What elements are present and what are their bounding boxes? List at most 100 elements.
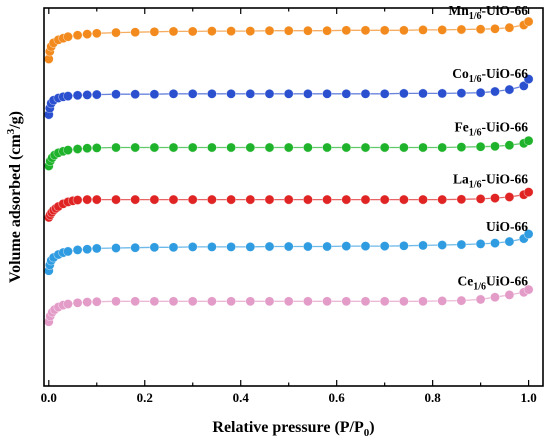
data-point: [168, 26, 179, 37]
data-point: [149, 142, 160, 153]
data-point: [130, 194, 141, 205]
data-point: [245, 142, 256, 153]
data-point: [490, 238, 500, 248]
data-point: [398, 194, 409, 205]
data-point: [523, 187, 534, 197]
data-point: [264, 88, 275, 99]
data-point: [264, 194, 275, 205]
data-point: [82, 194, 93, 205]
data-point: [360, 241, 371, 251]
data-point: [418, 88, 428, 99]
data-point: [130, 296, 141, 307]
data-point: [130, 27, 141, 38]
data-point: [264, 142, 275, 153]
data-point: [130, 242, 141, 253]
data-point: [379, 296, 390, 307]
data-point: [302, 25, 313, 36]
data-point: [437, 142, 448, 153]
data-point: [437, 24, 448, 35]
data-point: [504, 22, 515, 33]
data-point: [72, 195, 83, 205]
data-point: [168, 242, 179, 253]
data-point: [168, 142, 179, 153]
data-point: [418, 296, 428, 307]
data-point: [63, 145, 73, 155]
series-label: Ce1/6UiO-66: [457, 273, 528, 292]
data-point: [456, 142, 467, 152]
data-point: [504, 236, 515, 247]
series-fe1-6-uio-66: [43, 135, 534, 171]
data-point: [379, 142, 390, 153]
data-point: [264, 25, 275, 36]
data-point: [82, 29, 93, 39]
data-point: [398, 296, 409, 307]
data-point: [322, 88, 332, 99]
data-point: [63, 31, 73, 42]
data-point: [91, 243, 102, 254]
series-labels: Mn1/6-UiO-66Co1/6-UiO-66Fe1/6-UiO-66La1/…: [448, 3, 528, 292]
data-point: [187, 142, 198, 153]
data-point: [302, 296, 313, 307]
data-point: [245, 194, 256, 205]
data-point: [283, 25, 294, 36]
data-point: [379, 88, 390, 99]
series-label-main: Fe: [454, 119, 468, 134]
data-point: [475, 193, 486, 204]
data-point: [72, 297, 83, 308]
series-label-main: Co: [452, 66, 469, 81]
data-point: [111, 194, 121, 205]
y-axis-title: Volume adsorbed (cm3/g): [5, 111, 24, 283]
data-point: [341, 194, 352, 205]
data-point: [437, 295, 448, 306]
x-tick-label: 0.4: [233, 390, 250, 405]
data-point: [475, 24, 486, 35]
data-point: [187, 88, 198, 99]
data-point: [302, 88, 313, 99]
data-point: [523, 135, 534, 146]
data-point: [130, 89, 141, 100]
series-ce1-6uio-66: [43, 284, 534, 327]
data-point: [82, 143, 93, 154]
data-point: [63, 299, 73, 309]
data-point: [82, 244, 93, 255]
x-tick-label: 0.0: [41, 390, 57, 405]
data-point: [504, 140, 515, 151]
data-point: [523, 16, 534, 27]
series-label: Mn1/6-UiO-66: [448, 3, 528, 22]
data-point: [264, 296, 275, 307]
data-point: [283, 296, 294, 307]
data-point: [322, 194, 332, 205]
data-point: [130, 142, 141, 153]
data-point: [523, 74, 534, 84]
data-point: [63, 246, 73, 257]
data-point: [475, 294, 486, 305]
plot-frame: [43, 7, 544, 387]
data-point: [341, 88, 352, 99]
series-label-sub: 1/6: [469, 127, 482, 138]
data-point: [168, 194, 179, 205]
data-point: [206, 296, 217, 307]
data-point: [523, 229, 534, 239]
data-point: [504, 84, 515, 95]
series-label-tail: -UiO-66: [482, 172, 529, 187]
data-point: [322, 296, 332, 307]
data-point: [322, 241, 332, 252]
data-point: [168, 296, 179, 307]
data-point: [360, 194, 371, 205]
data-point: [91, 28, 102, 39]
data-point: [149, 242, 160, 253]
series-line: [48, 233, 530, 271]
data-point: [245, 88, 256, 99]
data-point: [322, 25, 332, 36]
data-point: [475, 87, 486, 98]
data-point: [91, 296, 102, 307]
series-label-sub: 1/6: [473, 281, 486, 292]
data-point: [379, 194, 390, 205]
data-point: [398, 142, 409, 153]
series-label: UiO-66: [486, 219, 528, 234]
x-axis-ticks: 0.0 0.2 0.4 0.6 0.8 1.0: [41, 8, 537, 405]
data-point: [187, 194, 198, 205]
data-point: [91, 194, 102, 205]
data-point: [475, 141, 486, 152]
